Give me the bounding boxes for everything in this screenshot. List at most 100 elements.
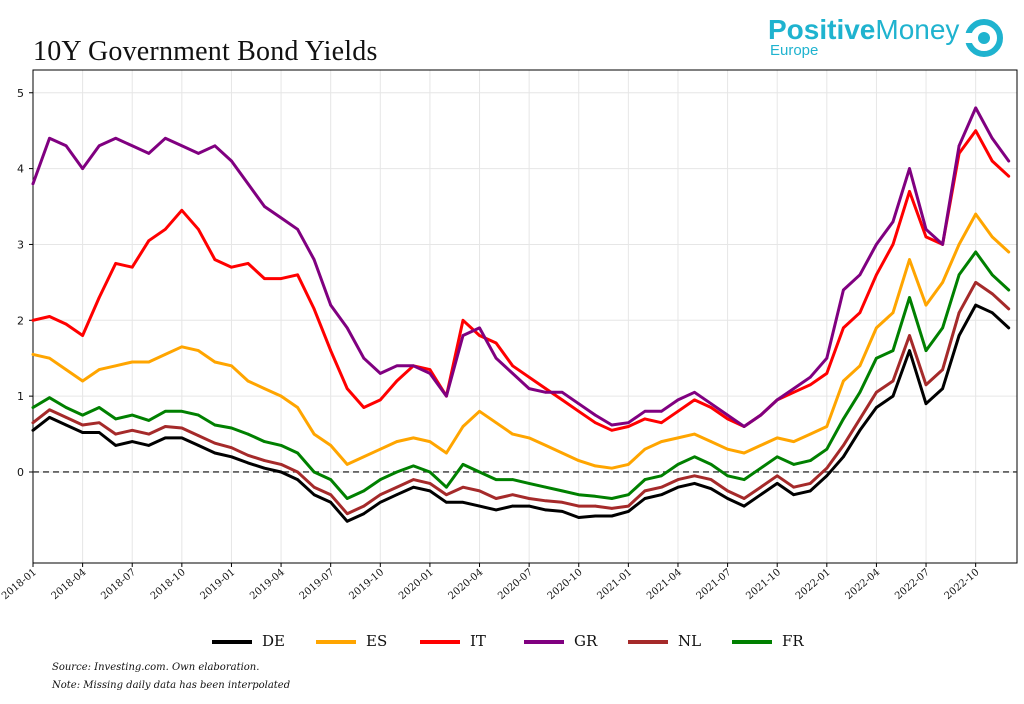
data-point-nl: [676, 478, 680, 481]
data-point-it: [693, 398, 696, 402]
data-point-nl: [230, 446, 233, 450]
data-point-fr: [875, 356, 878, 360]
data-point-gr: [296, 228, 299, 231]
data-point-es: [445, 451, 448, 455]
data-point-es: [974, 212, 977, 216]
data-point-fr: [345, 497, 349, 500]
data-point-de: [296, 478, 299, 481]
data-point-fr: [246, 432, 250, 436]
data-point-gr: [759, 413, 762, 417]
series-line-de: [31, 303, 1011, 523]
data-point-de: [230, 455, 233, 459]
data-point-gr: [412, 364, 415, 368]
data-point-de: [527, 504, 531, 508]
data-point-gr: [957, 144, 961, 148]
data-point-de: [941, 387, 944, 390]
data-point-nl: [990, 292, 994, 296]
data-point-it: [560, 398, 564, 402]
data-point-nl: [809, 482, 812, 485]
data-point-gr: [842, 288, 845, 292]
legend-label: NL: [678, 632, 702, 650]
data-point-gr: [792, 387, 795, 390]
data-point-nl: [180, 426, 184, 430]
data-point-es: [544, 444, 547, 447]
data-point-es: [362, 455, 366, 459]
data-point-de: [362, 512, 366, 515]
data-point-gr: [825, 356, 829, 360]
data-point-nl: [974, 281, 977, 284]
data-point-de: [48, 416, 51, 419]
data-point-it: [279, 277, 283, 280]
data-point-de: [97, 431, 101, 434]
data-point-gr: [809, 375, 812, 379]
data-point-it: [908, 190, 911, 193]
data-point-de: [445, 501, 448, 504]
data-point-fr: [48, 396, 51, 400]
data-point-fr: [81, 413, 84, 417]
data-point-fr: [296, 451, 299, 455]
data-point-fr: [230, 426, 233, 430]
data-point-it: [312, 307, 316, 311]
data-point-it: [726, 417, 729, 421]
data-point-nl: [825, 466, 829, 470]
data-point-nl: [48, 408, 51, 412]
data-point-nl: [197, 434, 200, 437]
data-point-fr: [478, 470, 481, 474]
data-point-fr: [494, 478, 498, 481]
data-point-fr: [610, 497, 614, 500]
data-point-it: [643, 417, 647, 421]
data-point-de: [594, 514, 597, 518]
data-point-gr: [924, 228, 928, 231]
data-point-es: [329, 444, 333, 447]
legend-swatch: [420, 640, 460, 644]
data-point-fr: [461, 463, 465, 466]
data-point-de: [164, 436, 167, 440]
data-point-it: [990, 159, 994, 163]
y-tick-label: 2: [17, 314, 24, 327]
data-point-gr: [48, 137, 51, 140]
data-point-nl: [345, 512, 349, 515]
chart-title: 10Y Government Bond Yields: [33, 36, 378, 67]
data-point-de: [891, 394, 895, 398]
x-tick-label: 2018-07: [99, 567, 138, 602]
plot-frame: [32, 69, 1018, 564]
data-point-it: [792, 391, 795, 394]
data-point-fr: [594, 495, 597, 498]
x-tick-label: 2021-10: [744, 567, 783, 602]
data-point-nl: [577, 504, 580, 508]
data-point-nl: [891, 379, 895, 383]
data-point-gr: [527, 387, 531, 390]
data-point-gr: [164, 137, 167, 140]
x-tick-label: 2021-04: [645, 567, 684, 602]
data-point-it: [31, 319, 35, 322]
series-line-it: [31, 129, 1011, 432]
data-point-fr: [560, 489, 564, 493]
data-point-it: [230, 265, 233, 269]
data-point-gr: [709, 402, 713, 406]
data-point-fr: [660, 474, 663, 478]
data-point-fr: [809, 459, 812, 462]
y-tick-label: 4: [17, 163, 24, 176]
data-point-gr: [875, 243, 878, 246]
data-point-fr: [726, 474, 729, 478]
data-point-nl: [726, 489, 729, 493]
data-point-gr: [246, 182, 250, 186]
data-point-nl: [742, 497, 746, 500]
x-tick-label: 2020-07: [496, 567, 535, 602]
data-point-gr: [81, 167, 84, 170]
data-point-de: [312, 493, 316, 497]
data-point-es: [990, 235, 994, 239]
data-point-es: [759, 444, 762, 447]
data-point-es: [296, 406, 299, 409]
data-point-fr: [329, 478, 333, 481]
data-point-gr: [180, 144, 184, 148]
data-point-nl: [263, 459, 266, 462]
data-point-it: [544, 387, 547, 390]
series-line-fr: [31, 250, 1011, 500]
data-point-it: [97, 296, 101, 299]
data-point-de: [1007, 326, 1010, 330]
data-point-gr: [461, 334, 465, 337]
data-point-de: [428, 489, 432, 493]
data-point-es: [412, 436, 415, 440]
x-tick-label: 2020-01: [397, 567, 436, 602]
